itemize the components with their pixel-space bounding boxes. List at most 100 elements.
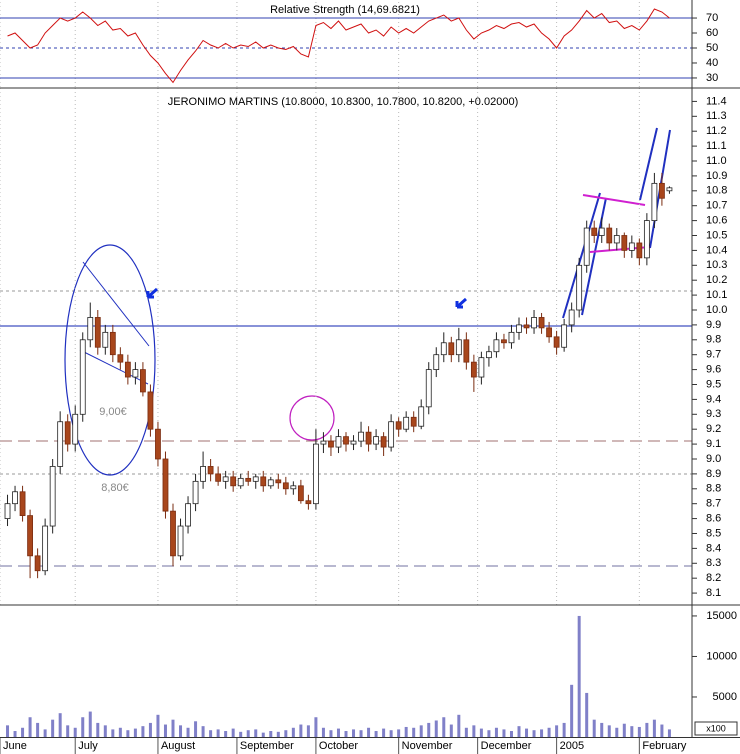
y-tick-label: 8.5 [706, 527, 721, 539]
trend-line [639, 127, 658, 201]
volume-bar [81, 717, 85, 738]
volume-bar [209, 730, 213, 738]
candle-body [463, 339, 470, 363]
candle-body [147, 391, 154, 430]
volume-bar [194, 721, 198, 738]
volume-bar [442, 717, 446, 738]
candle-body [34, 555, 41, 572]
candle-body [591, 227, 598, 236]
x-tick-label: September [240, 740, 294, 752]
candle-body [27, 515, 33, 557]
y-tick-label: 10.9 [706, 170, 727, 182]
volume-bar [43, 729, 47, 738]
candle-body [117, 354, 124, 363]
x-tick-label: November [402, 740, 453, 752]
chart-title: JERONIMO MARTINS (10.8000, 10.8300, 10.7… [168, 96, 518, 108]
volume-bar [111, 729, 115, 738]
volume-bar [367, 727, 371, 738]
candle-body [162, 458, 169, 512]
volume-bar [645, 722, 649, 738]
y-tick-label: 9.3 [706, 408, 721, 420]
y-tick-label: 8.4 [706, 542, 721, 554]
candle-body [418, 406, 425, 427]
x-tick-label: December [481, 740, 532, 752]
volume-bar [494, 727, 498, 738]
volume-bar [6, 725, 10, 738]
volume-bar [156, 714, 160, 738]
candle-body [546, 327, 552, 338]
volume-bar [66, 725, 70, 738]
volume-bar [344, 731, 348, 738]
unit-box [694, 721, 738, 736]
volume-bar [73, 727, 77, 738]
candle-body [659, 182, 665, 199]
ellipse-annotation [64, 244, 156, 476]
volume-bar [254, 729, 258, 738]
candle-body [102, 331, 109, 348]
candle-body [12, 491, 18, 505]
candle-body [643, 220, 650, 259]
volume-bar [336, 728, 340, 738]
volume-bar [464, 727, 468, 738]
volume-bar [231, 728, 235, 738]
candle-body [523, 324, 530, 329]
volume-bar [667, 729, 671, 738]
volume-bar [427, 722, 431, 738]
volume-bar [457, 714, 461, 738]
volume-bar [141, 726, 145, 738]
candle-body [403, 416, 410, 430]
candle-body [335, 436, 342, 448]
candle-body [192, 480, 199, 505]
candle-body [320, 440, 327, 445]
candle-body [305, 500, 312, 505]
volume-bar [600, 722, 604, 738]
y-tick-label: 8.9 [706, 468, 721, 480]
volume-bar [607, 725, 611, 738]
candle-body [275, 479, 282, 484]
y-tick-label: 9.5 [706, 378, 721, 390]
volume-bar [615, 727, 619, 738]
candle-body [606, 227, 613, 244]
y-tick-label: 9.2 [706, 423, 721, 435]
volume-bar [58, 713, 62, 738]
candle-body [245, 477, 252, 482]
y-tick-label: 9.1 [706, 438, 721, 450]
candle-body [478, 357, 485, 378]
volume-bar [314, 717, 318, 738]
candle-body [561, 324, 568, 348]
annotation: 8,80€ [101, 482, 129, 494]
volume-bar [397, 729, 401, 738]
volume-bar [329, 730, 333, 738]
candle-body [651, 182, 658, 222]
candle-body [583, 227, 590, 266]
candle-body [237, 477, 244, 487]
candle-body [19, 491, 26, 517]
candle-body [455, 339, 462, 356]
volume-bar [261, 732, 265, 738]
candle-body [410, 416, 417, 427]
volume-bar [148, 722, 152, 738]
y-tick-label: 10.4 [706, 244, 727, 256]
candle-body [222, 476, 229, 482]
candle-body [132, 369, 139, 378]
x-tick-label: February [642, 740, 687, 752]
candle-body [636, 242, 643, 259]
y-tick-label: 30 [706, 72, 718, 84]
x-tick-label: October [319, 740, 358, 752]
volume-bar [291, 727, 295, 738]
candle-body [531, 317, 537, 329]
circle-annotation [289, 395, 335, 441]
volume-bar [630, 726, 634, 738]
candle-body [140, 369, 146, 393]
candle-body [538, 317, 545, 329]
volume-bar [525, 728, 529, 738]
trend-line [79, 349, 149, 385]
y-tick-label: 8.8 [706, 483, 721, 495]
candle-body [358, 431, 364, 442]
volume-bar [352, 729, 356, 738]
y-tick-label: 10.3 [706, 259, 727, 271]
volume-bar [585, 692, 589, 738]
volume-bar [404, 726, 408, 738]
volume-bar [540, 729, 544, 738]
